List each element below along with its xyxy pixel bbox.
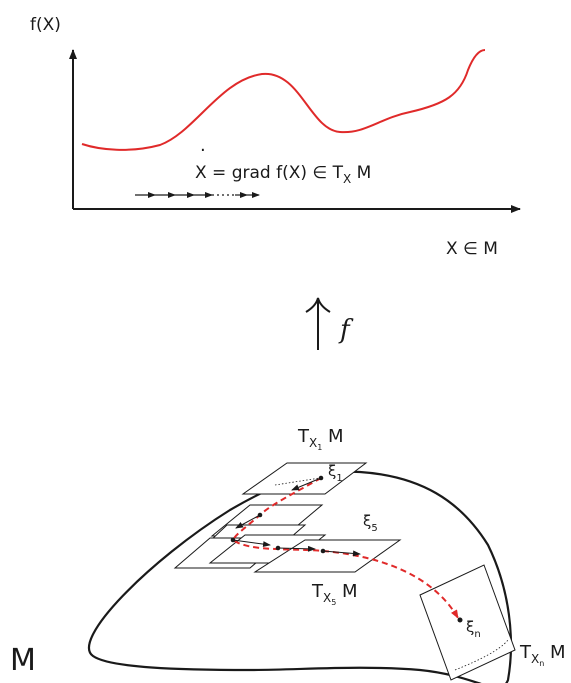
equation-sub: X bbox=[343, 172, 351, 186]
manifold-label: M bbox=[10, 643, 36, 678]
xi-1-label: ξ1 bbox=[328, 462, 343, 484]
tangent-label-xn: TXn M bbox=[519, 642, 566, 668]
gradient-path bbox=[231, 477, 459, 619]
equation: X = grad f(X) ∈ TX M bbox=[195, 163, 371, 186]
function-curve bbox=[81, 49, 486, 151]
manifold-outline bbox=[87, 470, 513, 683]
tangent-plane-xn bbox=[419, 564, 516, 681]
mapping: f bbox=[305, 297, 354, 350]
function-plot: f(X) X ∈ M · X = grad f(X) ∈ TX M bbox=[30, 15, 521, 259]
y-axis-label: f(X) bbox=[30, 15, 61, 35]
manifold: M TX1 M ξ1 ξ5 TX5 M ξn bbox=[10, 426, 566, 683]
equation-rhs: M bbox=[351, 163, 371, 183]
tangent-plane-x1 bbox=[241, 462, 368, 495]
xi-5-label: ξ5 bbox=[363, 512, 378, 534]
equation-middle: = grad f(X) ∈ T bbox=[207, 163, 344, 183]
tangent-label-x1: TX1 M bbox=[297, 426, 344, 452]
x-axis-label: X ∈ M bbox=[446, 239, 498, 259]
equation-lhs: X bbox=[195, 163, 207, 183]
xi-n-label: ξn bbox=[466, 618, 481, 640]
mapping-symbol: f bbox=[338, 315, 354, 345]
tangent-plane-x5 bbox=[253, 539, 402, 573]
equation-dot: · bbox=[200, 140, 206, 161]
tangent-label-x5: TX5 M bbox=[311, 581, 358, 607]
